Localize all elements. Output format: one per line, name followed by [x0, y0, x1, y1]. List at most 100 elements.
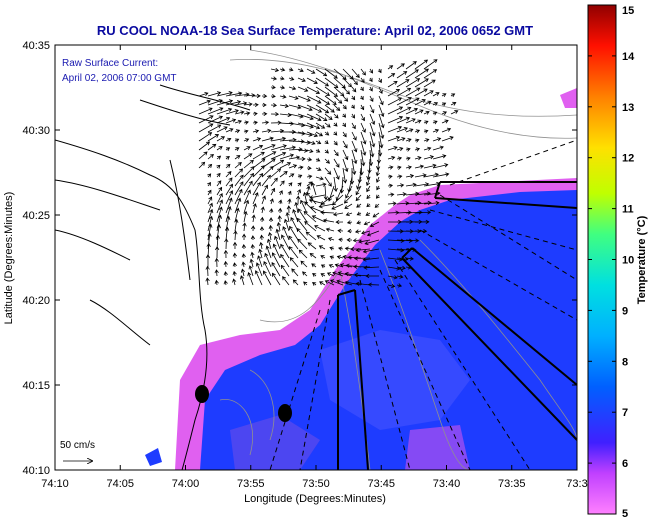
- current-vector: [432, 120, 438, 125]
- current-vector: [243, 166, 255, 178]
- current-vector: [312, 273, 317, 277]
- current-vector: [374, 203, 380, 208]
- current-vector: [207, 143, 217, 151]
- current-vector: [241, 261, 246, 268]
- current-vector: [423, 172, 439, 178]
- current-vector: [275, 228, 281, 241]
- current-vector: [345, 212, 353, 217]
- current-vector: [240, 268, 246, 277]
- current-vector: [423, 146, 432, 151]
- current-vector: [207, 107, 224, 115]
- current-vector: [279, 171, 288, 178]
- current-vector: [353, 256, 371, 261]
- current-vector: [288, 164, 298, 169]
- current-vector: [366, 230, 380, 237]
- current-vector: [280, 253, 290, 268]
- current-vector: [369, 113, 376, 125]
- current-vector: [288, 67, 294, 72]
- current-vector: [423, 163, 437, 169]
- current-vector: [270, 67, 280, 73]
- current-vector: [351, 77, 358, 86]
- current-vector: [387, 183, 394, 188]
- current-vector: [320, 264, 326, 269]
- current-vector: [366, 194, 371, 200]
- current-vector: [333, 86, 345, 97]
- current-vector: [207, 189, 212, 196]
- current-vector: [198, 141, 211, 151]
- current-vector: [252, 93, 261, 99]
- current-vector: [225, 205, 232, 223]
- current-vector: [387, 192, 395, 197]
- current-vector: [250, 225, 256, 232]
- current-vector: [303, 210, 317, 223]
- current-vector: [258, 248, 263, 259]
- current-vector: [432, 92, 440, 97]
- current-vector: [216, 107, 233, 115]
- current-vector: [315, 131, 324, 137]
- current-vector: [359, 86, 364, 92]
- current-vector: [243, 93, 256, 98]
- surface-current-vectors: [198, 59, 459, 289]
- current-vector: [378, 86, 383, 94]
- current-vector: [396, 106, 412, 115]
- current-vector: [378, 104, 385, 118]
- current-vector: [207, 91, 222, 97]
- x-tick-label: 73:3: [566, 478, 587, 490]
- y-axis-label: Latitude (Degrees:Minutes): [3, 192, 15, 325]
- current-vector: [243, 189, 251, 205]
- current-vector: [198, 151, 208, 160]
- current-vector: [360, 68, 366, 76]
- current-vector: [318, 245, 326, 250]
- current-vector: [368, 77, 373, 83]
- current-vector: [216, 214, 222, 232]
- current-vector: [320, 210, 335, 215]
- current-vector: [324, 149, 329, 154]
- current-vector: [306, 165, 312, 171]
- current-vector: [396, 165, 402, 170]
- current-vector: [243, 138, 250, 143]
- current-vector: [278, 199, 283, 205]
- current-vector: [396, 137, 406, 142]
- current-vector: [252, 137, 262, 142]
- current-vector: [223, 260, 228, 268]
- current-vector: [234, 181, 244, 196]
- current-vector: [315, 176, 324, 181]
- current-vector: [298, 249, 308, 259]
- current-vector: [297, 86, 309, 92]
- current-vector: [387, 155, 396, 161]
- colorbar-ticks: 15 14 13 12 11 10 9 8 7 6 5: [588, 4, 635, 519]
- current-vector: [279, 129, 297, 135]
- current-vector: [287, 190, 292, 196]
- current-vector: [324, 158, 330, 164]
- current-vector: [396, 71, 408, 79]
- current-vector: [292, 279, 299, 286]
- current-vector: [225, 190, 234, 205]
- colorbar-tick-label: 14: [622, 51, 635, 63]
- current-vector: [343, 194, 353, 204]
- current-vector: [351, 95, 356, 101]
- current-vector: [232, 241, 238, 250]
- current-vector: [369, 140, 375, 158]
- current-label: Raw Surface Current:: [62, 58, 158, 69]
- current-vector: [289, 257, 299, 268]
- current-vector: [360, 113, 366, 122]
- current-vector: [432, 128, 440, 133]
- current-vector: [270, 85, 276, 90]
- current-vector: [225, 156, 230, 160]
- current-vector: [306, 113, 322, 122]
- current-vector: [387, 81, 398, 88]
- current-vector: [297, 174, 303, 179]
- current-vector: [239, 275, 245, 286]
- current-vector: [378, 113, 385, 129]
- current-vector: [351, 122, 356, 130]
- current-vector: [432, 145, 444, 151]
- current-vector: [351, 131, 357, 141]
- current-vector: [225, 128, 234, 133]
- current-vector: [351, 113, 355, 119]
- current-vector: [288, 95, 299, 100]
- current-vector: [375, 194, 380, 199]
- current-vector: [396, 156, 403, 161]
- current-vector: [234, 174, 244, 187]
- current-vector: [360, 104, 365, 111]
- current-vector: [335, 219, 344, 225]
